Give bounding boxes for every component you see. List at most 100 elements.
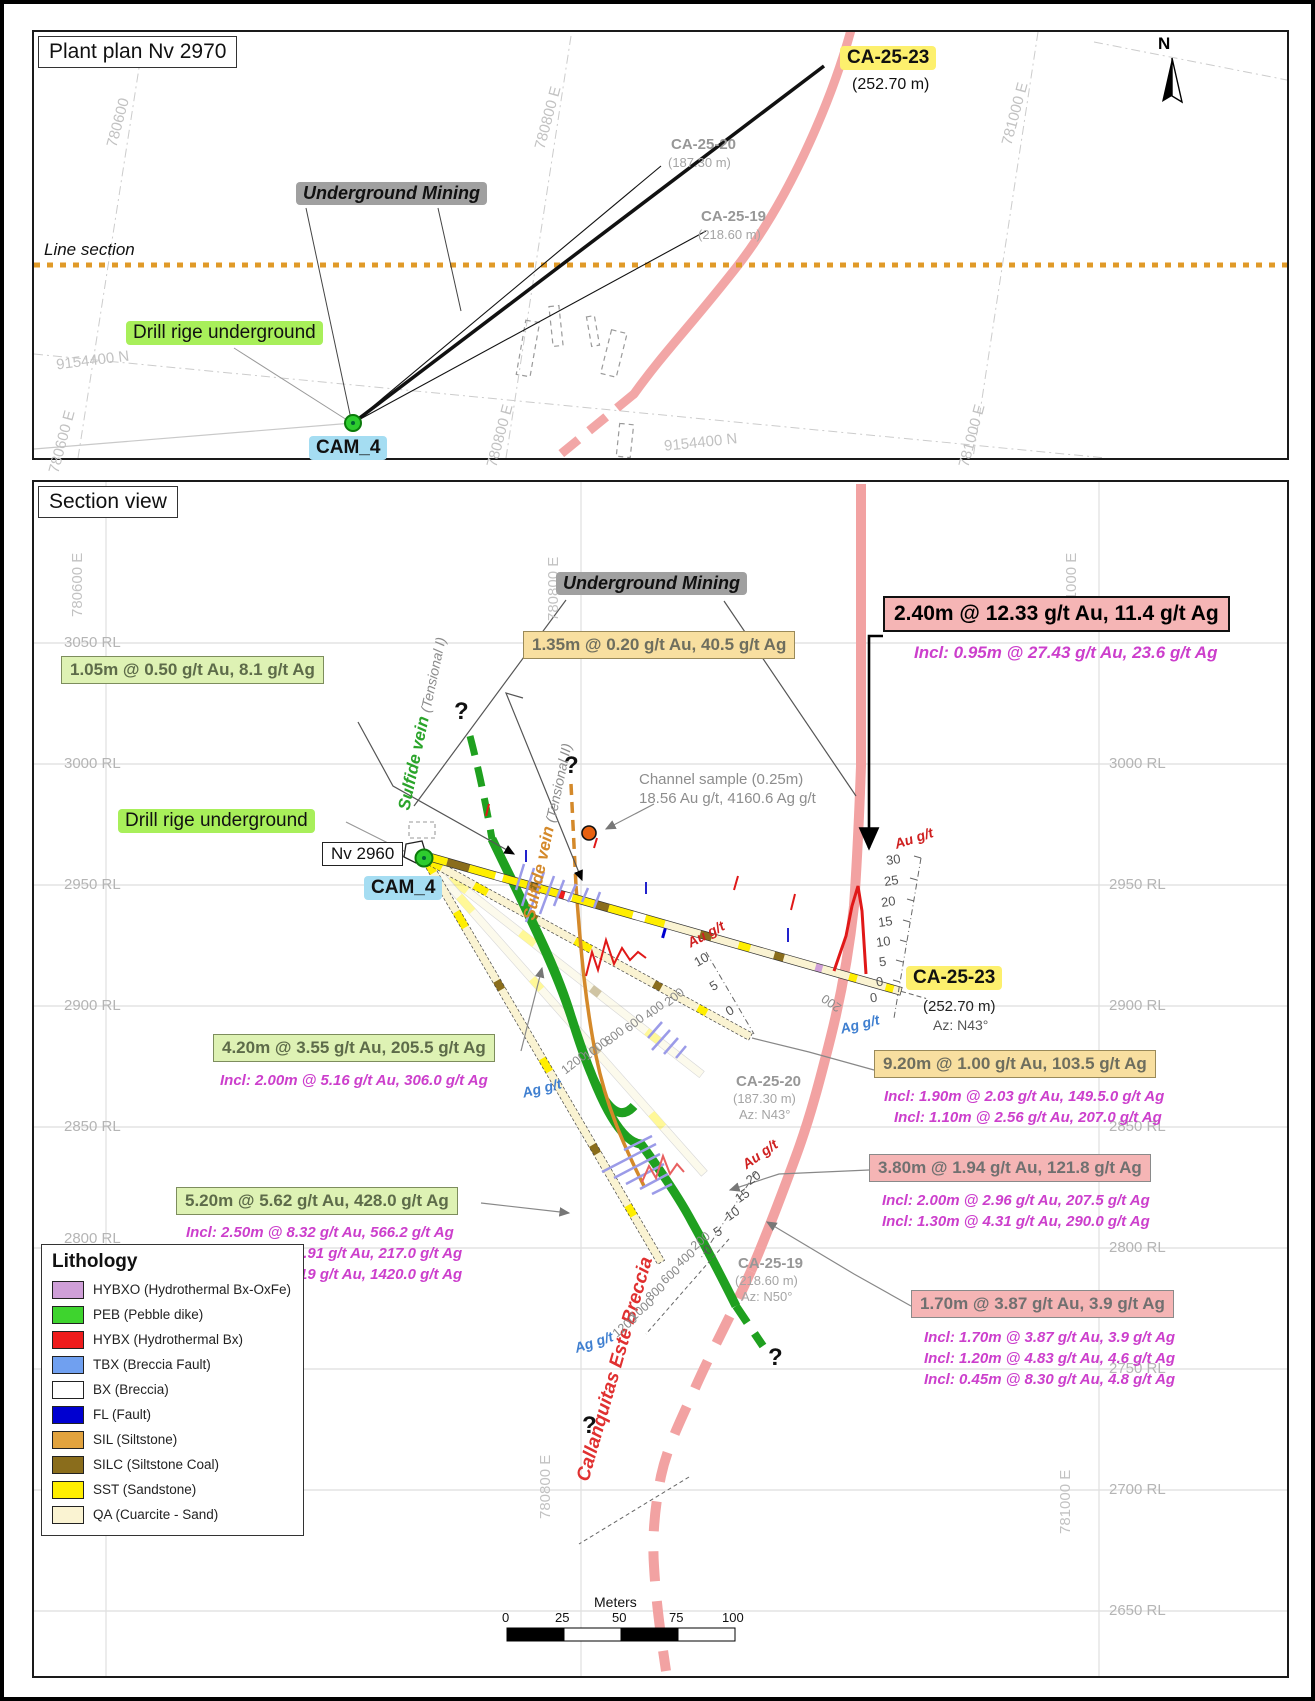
rl-label: 2950 RL: [1109, 876, 1166, 893]
plan-grid: [34, 32, 1287, 458]
hole-length: (218.60 m): [735, 1273, 798, 1288]
rl-label: 2700 RL: [1109, 1481, 1166, 1498]
hole-label-ca2519: CA-25-19: [738, 1255, 804, 1272]
legend-item: QA (Cuarcite - Sand): [42, 1502, 303, 1527]
plan-leaders: [233, 207, 462, 421]
legend-title: Lithology: [52, 1251, 138, 1272]
channel-sample-note: Channel sample (0.25m) 18.56 Au g/t, 416…: [639, 770, 816, 808]
breccia-line-section: [746, 484, 866, 1273]
rl-label: 2900 RL: [64, 997, 121, 1014]
plan-collar-symbol: [344, 414, 362, 432]
incl-line: Incl: 2.00m @ 2.96 g/t Au, 207.5 g/t Ag: [882, 1192, 1150, 1209]
channel-line1: Channel sample (0.25m): [639, 771, 804, 788]
question-mark: ?: [582, 1412, 597, 1439]
hole-length: (218.60 m): [698, 227, 761, 242]
grid-label: 780600 E: [69, 552, 86, 617]
hole-azimuth: Az: N50°: [741, 1289, 793, 1304]
callout-240: 2.40m @ 12.33 g/t Au, 11.4 g/t Ag: [883, 596, 1230, 632]
rl-label: 3000 RL: [64, 755, 121, 772]
nv-level-label: Nv 2960: [322, 842, 404, 866]
au-tick: 30: [885, 851, 902, 868]
rl-label: 2800 RL: [64, 1230, 121, 1247]
au-tick: 25: [883, 872, 900, 889]
collar-label: CAM_4: [309, 436, 388, 460]
sulfide-vein-2: [574, 885, 646, 1187]
north-arrow-icon: [1162, 57, 1184, 104]
sulfide-vein-2-dashed: [569, 783, 578, 887]
sulfide-vein-1-dashed-top: [466, 735, 496, 840]
scalebar-tick: 100: [722, 1610, 744, 1625]
legend-label: PEB (Pebble dike): [93, 1307, 204, 1322]
incl-line: Incl: 1.20m @ 4.83 g/t Au, 4.6 g/t Ag: [924, 1350, 1176, 1367]
section-panel: Section view 3050 RL 3000 RL 2950 RL 290…: [32, 480, 1289, 1678]
rl-label: 2750 RL: [1109, 1360, 1166, 1377]
legend-label: SST (Sandstone): [93, 1482, 197, 1497]
rl-label: 3000 RL: [1109, 755, 1166, 772]
ag-bars-cluster-c: [647, 1021, 687, 1059]
scalebar-tick: 0: [502, 1610, 510, 1625]
incl-line: Incl: 1.10m @ 2.56 g/t Au, 207.0 g/t Ag: [894, 1109, 1162, 1126]
question-mark: ?: [564, 752, 579, 779]
rl-label: 2850 RL: [64, 1118, 121, 1135]
underground-mining-label: Underground Mining: [296, 182, 487, 205]
grid-label: 780800 E: [537, 1454, 554, 1519]
au-spike-ca2523: [832, 885, 868, 975]
legend-item: SST (Sandstone): [42, 1477, 303, 1502]
hole-label-ca2520: CA-25-20: [736, 1073, 802, 1090]
incl-line: Incl: 0.45m @ 8.30 g/t Au, 4.8 g/t Ag: [924, 1371, 1176, 1388]
legend-label: SILC (Siltstone Coal): [93, 1457, 220, 1472]
legend-item: SIL (Siltstone): [42, 1427, 303, 1452]
legend-swatch: [52, 1480, 84, 1499]
lithology-legend: Lithology HYBXO (Hydrothermal Bx-OxFe) P…: [41, 1244, 304, 1536]
callout-170: 1.70m @ 3.87 g/t Au, 3.9 g/t Ag: [911, 1290, 1174, 1318]
plan-panel: Plant plan Nv 2970 N 780600 780800 E 781…: [32, 30, 1289, 475]
hole-length: (252.70 m): [852, 76, 930, 93]
rl-label: 2800 RL: [1109, 1239, 1166, 1256]
rl-label: 3050 RL: [64, 634, 121, 651]
legend-label: HYBX (Hydrothermal Bx): [93, 1332, 244, 1347]
legend-swatch: [52, 1455, 84, 1474]
callout-380: 3.80m @ 1.94 g/t Au, 121.8 g/t Ag: [869, 1154, 1151, 1182]
hole-length: (187.30 m): [668, 155, 731, 170]
question-mark: ?: [768, 1344, 783, 1371]
legend-swatch: [52, 1355, 84, 1374]
legend-swatch: [52, 1305, 84, 1324]
legend-label: FL (Fault): [93, 1407, 152, 1422]
section-title: Section view: [38, 486, 178, 518]
hole-label-ca2523: CA-25-23: [840, 46, 937, 70]
north-label: N: [1158, 34, 1171, 53]
legend-label: QA (Cuarcite - Sand): [93, 1507, 219, 1522]
scalebar: [506, 1627, 736, 1642]
hole-length: (252.70 m): [923, 998, 996, 1015]
legend-label: BX (Breccia): [93, 1382, 169, 1397]
au-tick: 10: [875, 933, 892, 950]
drill-rig-label: Drill rige underground: [126, 321, 323, 345]
legend-swatch: [52, 1280, 84, 1299]
breccia-line-plan: [629, 32, 856, 399]
au-tick: 20: [880, 893, 897, 910]
legend-item: FL (Fault): [42, 1402, 303, 1427]
question-mark: ?: [454, 698, 469, 725]
grid-label: 781000 E: [1057, 1469, 1074, 1534]
callout-920: 9.20m @ 1.00 g/t Au, 103.5 g/t Ag: [874, 1050, 1156, 1078]
underground-mining-label: Underground Mining: [556, 572, 747, 595]
legend-item: TBX (Breccia Fault): [42, 1352, 303, 1377]
trace-ca2523: [424, 851, 927, 999]
grade-scale-ticks: [892, 855, 922, 983]
plan-drill-traces: [351, 64, 826, 425]
scalebar-title: Meters: [594, 1594, 637, 1610]
legend-item: SILC (Siltstone Coal): [42, 1452, 303, 1477]
callout-135: 1.35m @ 0.20 g/t Au, 40.5 g/t Ag: [523, 631, 796, 659]
plan-title: Plant plan Nv 2970: [38, 36, 238, 68]
legend-item: PEB (Pebble dike): [42, 1302, 303, 1327]
breccia-line-section-dashed: [648, 1268, 756, 1672]
collar-label: CAM_4: [364, 876, 443, 900]
line-section-label: Line section: [44, 240, 135, 259]
incl-line: Incl: 1.70m @ 3.87 g/t Au, 3.9 g/t Ag: [924, 1329, 1176, 1346]
incl-line: Incl: 2.50m @ 8.32 g/t Au, 566.2 g/t Ag: [186, 1224, 454, 1241]
scalebar-tick: 75: [669, 1610, 684, 1625]
plan-graphics: [34, 32, 1287, 458]
legend-label: TBX (Breccia Fault): [93, 1357, 211, 1372]
callout-380-incl: Incl: 2.00m @ 2.96 g/t Au, 207.5 g/t Ag …: [882, 1190, 1150, 1232]
hole-azimuth: Az: N43°: [933, 1017, 989, 1033]
